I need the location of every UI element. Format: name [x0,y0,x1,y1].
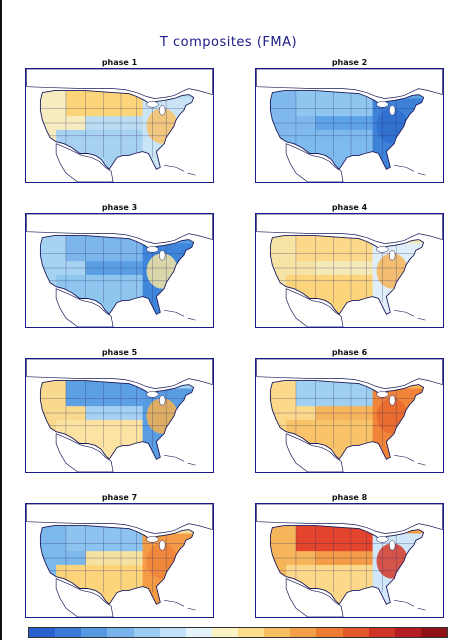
panel-label: phase 8 [331,493,368,502]
panel-label: phase 2 [331,58,368,67]
colorbar-swatch [394,628,421,637]
panel-label: phase 3 [101,203,138,212]
colorbar-swatch [159,628,186,637]
us-map [26,359,213,472]
map-frame [25,358,214,473]
map-panel: phase 7 [25,493,214,618]
map-panel: phase 6 [255,348,444,473]
colorbar-swatch [316,628,343,637]
map-panel: phase 2 [255,58,444,183]
colorbar-swatch [55,628,82,637]
us-map [26,69,213,182]
map-panel: phase 1 [25,58,214,183]
colorbar-swatch [107,628,134,637]
map-panel: phase 8 [255,493,444,618]
map-frame [25,503,214,618]
us-map [256,359,443,472]
panel-label: phase 4 [331,203,368,212]
panel-label: phase 1 [101,58,138,67]
colorbar-swatch [238,628,265,637]
figure-title: T composites (FMA) [159,35,298,50]
colorbar-swatch [290,628,317,637]
colorbar-swatch [342,628,369,637]
us-map [26,504,213,617]
colorbar-swatch [81,628,108,637]
map-panel: phase 5 [25,348,214,473]
map-panel: phase 3 [25,203,214,328]
map-frame [25,213,214,328]
map-frame [255,68,444,183]
colorbar-swatch [264,628,291,637]
us-map [256,504,443,617]
map-frame [25,68,214,183]
map-frame [255,503,444,618]
colorbar-swatch [368,628,395,637]
map-panel: phase 4 [255,203,444,328]
us-map [256,214,443,327]
us-map [26,214,213,327]
map-frame [255,358,444,473]
panel-label: phase 5 [101,348,138,357]
colorbar-swatch [211,628,238,637]
colorbar-swatch [420,628,447,637]
colorbar-swatch [133,628,160,637]
colorbar-swatch [185,628,212,637]
map-frame [255,213,444,328]
colorbar [28,627,448,638]
page-left-border [0,0,2,640]
colorbar-swatch [29,628,56,637]
panel-label: phase 6 [331,348,368,357]
us-map [256,69,443,182]
panel-label: phase 7 [101,493,138,502]
